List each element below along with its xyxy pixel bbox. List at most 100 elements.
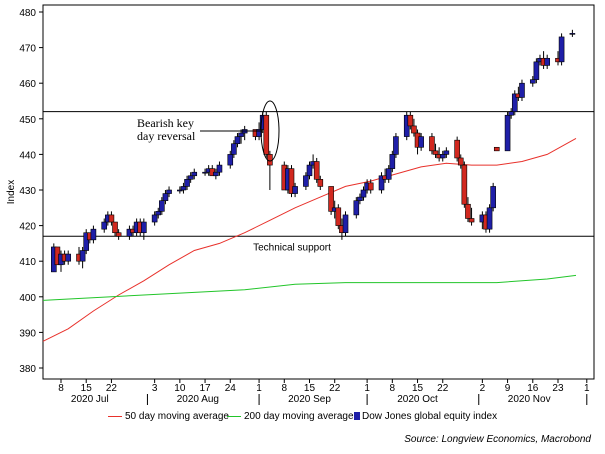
- up-candle: [83, 229, 90, 255]
- x-tick-label: 1: [256, 383, 262, 394]
- plot-frame: [42, 4, 595, 380]
- x-tick-label: 17: [199, 383, 211, 394]
- candle-body: [213, 171, 219, 177]
- legend-index: Dow Jones global equity index: [354, 411, 497, 422]
- candle-body: [263, 114, 270, 155]
- down-candle: [454, 136, 460, 162]
- candle-body: [306, 164, 313, 177]
- candle-body: [508, 111, 514, 116]
- down-candle: [108, 211, 115, 226]
- source-note: Source: Longview Economics, Macrobond: [404, 434, 591, 445]
- down-candle: [263, 111, 270, 158]
- green-line-icon: [227, 415, 241, 417]
- candle-body: [303, 175, 309, 187]
- down-candle: [465, 197, 471, 223]
- x-tick-label: 10: [174, 383, 186, 394]
- candle-body: [238, 132, 244, 137]
- up-candle: [159, 197, 165, 215]
- x-tick-label: 15: [81, 383, 93, 394]
- candle-body: [519, 82, 525, 98]
- up-candle: [90, 225, 97, 244]
- candle-body: [112, 221, 118, 234]
- series-line: [42, 274, 577, 301]
- down-candle: [112, 221, 118, 237]
- up-candle: [393, 133, 399, 158]
- x-tick-label: 15: [304, 383, 316, 394]
- x-tick-label: 9: [505, 383, 511, 394]
- horizontal-lines: Technical support: [43, 111, 594, 253]
- candle-body: [529, 79, 536, 84]
- up-candle: [544, 54, 550, 69]
- x-month-label: 2020 Nov: [508, 394, 551, 405]
- annotation-text-1: Bearish key: [137, 116, 194, 130]
- candle-body: [393, 136, 399, 155]
- candle-body: [504, 114, 511, 152]
- candle-body: [162, 193, 169, 201]
- down-candle: [328, 186, 334, 215]
- candle-body: [65, 253, 72, 262]
- candle-body: [533, 61, 540, 80]
- legend-ma50-label: 50 day moving average: [125, 411, 229, 422]
- legend-index-label: Dow Jones global equity index: [362, 411, 498, 422]
- x-tick-label: 3: [152, 383, 158, 394]
- candle-body: [115, 232, 122, 237]
- x-tick-label: 24: [225, 383, 237, 394]
- up-candle: [65, 250, 72, 265]
- support-label: Technical support: [253, 242, 331, 253]
- candle-body: [569, 33, 576, 35]
- candle-body: [378, 175, 385, 191]
- candle-body: [511, 93, 518, 112]
- down-candle: [457, 154, 464, 169]
- y-tick-label: 460: [19, 79, 36, 90]
- candle-body: [187, 175, 194, 180]
- down-candle: [493, 146, 500, 152]
- candle-body: [90, 228, 97, 241]
- candle-body: [558, 36, 565, 63]
- candle-body: [385, 168, 392, 180]
- candle-body: [353, 200, 360, 216]
- y-tick-label: 420: [19, 222, 36, 233]
- down-candle: [367, 179, 374, 194]
- down-candle: [335, 204, 342, 230]
- candle-body: [231, 143, 237, 155]
- candle-body: [108, 214, 115, 223]
- candle-body: [407, 114, 414, 127]
- up-candle: [439, 150, 446, 162]
- up-candle: [504, 111, 511, 152]
- y-tick-label: 450: [19, 115, 36, 126]
- up-candle: [569, 29, 576, 37]
- candle-body: [184, 179, 190, 187]
- down-candle: [429, 133, 435, 155]
- candle-body: [454, 139, 460, 159]
- candle-body: [83, 232, 90, 251]
- up-candle: [303, 172, 309, 190]
- candle-body: [180, 186, 187, 191]
- up-candle: [385, 165, 392, 183]
- up-candle: [292, 182, 298, 198]
- up-candle: [187, 172, 194, 183]
- up-candle: [213, 168, 219, 180]
- y-axis-label: Index: [6, 180, 17, 204]
- candle-body: [166, 189, 172, 194]
- up-candle: [389, 150, 396, 173]
- candle-body: [544, 57, 550, 66]
- down-candle: [411, 118, 417, 137]
- down-candle: [461, 161, 468, 208]
- up-candle: [241, 125, 248, 141]
- x-tick-label: 23: [552, 383, 564, 394]
- candle-body: [418, 136, 424, 148]
- up-candle: [533, 58, 540, 84]
- candle-body: [177, 189, 183, 192]
- up-candle: [184, 175, 190, 190]
- candle-body: [493, 146, 500, 152]
- series-line: [42, 137, 577, 342]
- candle-body: [191, 171, 198, 177]
- down-candle: [317, 175, 324, 190]
- up-candle: [238, 129, 244, 144]
- candle-body: [141, 221, 147, 234]
- y-tick-label: 390: [19, 328, 36, 339]
- up-candle: [443, 147, 450, 158]
- candle-body: [432, 150, 439, 155]
